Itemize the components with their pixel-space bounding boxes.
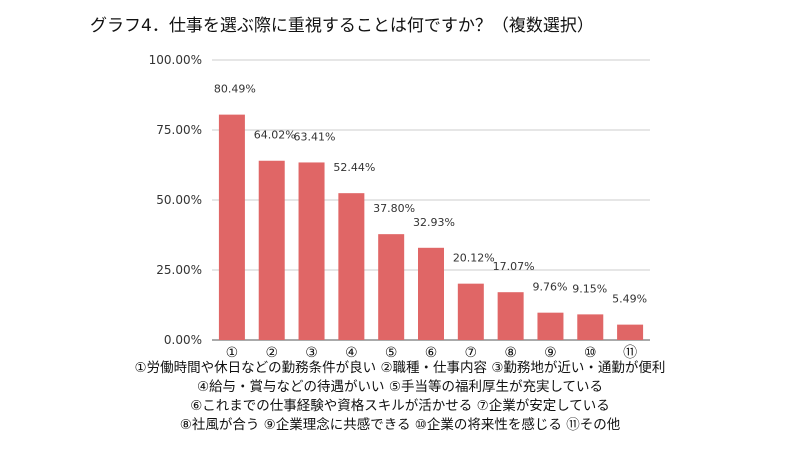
bar <box>497 292 524 340</box>
x-tick-label: ④ <box>345 345 358 361</box>
y-tick-label: 100.00% <box>149 53 202 67</box>
x-tick-label: ⑩ <box>584 345 597 361</box>
bar <box>378 234 405 340</box>
bars <box>218 114 644 341</box>
data-labels: 80.49% 64.02%63.41% 52.44% 37.80%32.93% 20.1… <box>214 83 647 306</box>
bar <box>577 314 604 340</box>
y-tick-label: 75.00% <box>156 123 202 137</box>
bar <box>418 247 444 340</box>
category-legend-line: ①労働時間や休日などの勤務条件が良い ②職種・仕事内容 ③勤務地が近い・通勤が便… <box>135 359 666 376</box>
data-label: 9.15% <box>572 282 607 295</box>
gridlines <box>212 59 650 341</box>
data-label: 5.49% <box>612 293 647 306</box>
x-tick-label: ⑨ <box>544 345 557 361</box>
y-tick-label: 50.00% <box>156 193 202 207</box>
data-label: 17.07% <box>493 260 535 273</box>
data-label: 37.80% <box>373 202 415 215</box>
category-legend-line: ⑥これまでの仕事経験や資格スキルが活かせる ⑦企業が安定している <box>190 397 610 414</box>
category-legend-line: ⑧社風が合う ⑨企業理念に共感できる ⑩企業の将来性を感じる ⑪その他 <box>180 416 620 433</box>
bar <box>258 160 285 340</box>
category-legend-line: ④給与・賞与などの待遇がいい ⑤手当等の福利厚生が充実している <box>197 378 603 395</box>
category-legend: ①労働時間や休日などの勤務条件が良い ②職種・仕事内容 ③勤務地が近い・通勤が便… <box>135 359 666 433</box>
data-label: 63.41% <box>294 130 336 143</box>
data-label: 80.49% <box>214 83 256 96</box>
data-label: 20.12% <box>453 252 495 265</box>
chart-title: グラフ4．仕事を選ぶ際に重視することは何ですか？（複数選択） <box>90 16 594 36</box>
bar <box>617 324 644 340</box>
data-label: 52.44% <box>333 161 375 174</box>
y-tick-label: 0.00% <box>164 333 202 347</box>
bar <box>338 193 365 340</box>
data-label: 64.02% <box>254 129 296 142</box>
y-axis-ticks: 0.00% 25.00% 50.00% 75.00% 100.00% <box>149 53 202 347</box>
x-tick-label: ⑦ <box>465 345 478 361</box>
data-label: 32.93% <box>413 216 455 229</box>
x-tick-label: ⑧ <box>504 345 517 361</box>
y-tick-label: 25.00% <box>156 263 202 277</box>
bar <box>298 162 325 340</box>
bar <box>457 283 484 340</box>
x-tick-label: ⑥ <box>425 345 438 361</box>
x-tick-label: ⑪ <box>623 345 637 361</box>
bar <box>218 114 245 341</box>
x-tick-label: ② <box>265 345 278 361</box>
x-tick-label: ① <box>226 345 239 361</box>
x-tick-label: ⑤ <box>385 345 398 361</box>
data-label: 9.76% <box>532 281 567 294</box>
x-axis-categories: ① ② ③ ④ ⑤ ⑥ ⑦ ⑧ ⑨ ⑩ ⑪ <box>226 345 637 361</box>
x-tick-label: ③ <box>305 345 318 361</box>
bar <box>537 312 564 340</box>
